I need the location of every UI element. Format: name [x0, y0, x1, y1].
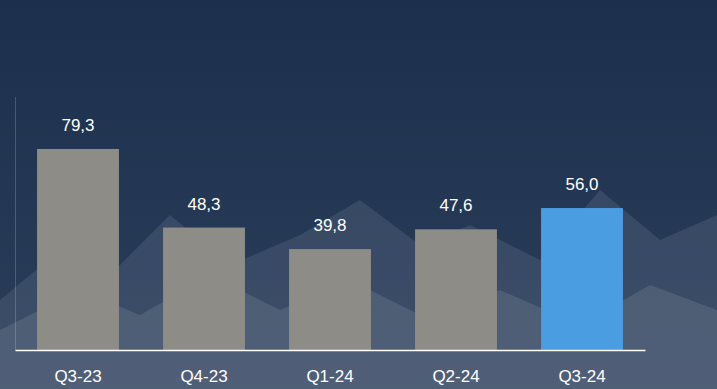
x-tick: Q1-24 — [306, 367, 353, 386]
x-tick-label: Q2-24 — [432, 367, 479, 386]
data-label: 56,0 — [565, 175, 598, 194]
data-label: 48,3 — [187, 195, 220, 214]
bar — [37, 149, 119, 350]
x-tick: Q3-24 — [558, 367, 605, 386]
data-label: 47,6 — [439, 196, 472, 215]
background — [0, 0, 717, 389]
bar — [541, 208, 623, 350]
bar — [415, 229, 497, 350]
x-axis-line — [16, 350, 646, 352]
x-tick: Q3-23 — [54, 367, 101, 386]
bars — [37, 149, 623, 350]
x-tick: Q2-24 — [432, 367, 479, 386]
chart: Q3-23 Q4-23 Q1-24 Q2-24 Q3-24 79,3 48,3 39,8 47,… — [0, 0, 717, 389]
x-tick: Q4-23 — [180, 367, 227, 386]
data-label: 39,8 — [313, 216, 346, 235]
data-labels: 79,3 48,3 39,8 47,6 56,0 — [61, 116, 598, 235]
x-tick-label: Q1-24 — [306, 367, 353, 386]
y-axis — [15, 97, 16, 351]
data-label: 79,3 — [61, 116, 94, 135]
x-axis: Q3-23 Q4-23 Q1-24 Q2-24 Q3-24 — [16, 351, 646, 387]
x-tick-label: Q3-24 — [558, 367, 605, 386]
bar — [163, 228, 245, 350]
x-tick-label: Q4-23 — [180, 367, 227, 386]
bar — [289, 249, 371, 350]
x-tick-label: Q3-23 — [54, 367, 101, 386]
y-axis-line — [15, 97, 16, 351]
